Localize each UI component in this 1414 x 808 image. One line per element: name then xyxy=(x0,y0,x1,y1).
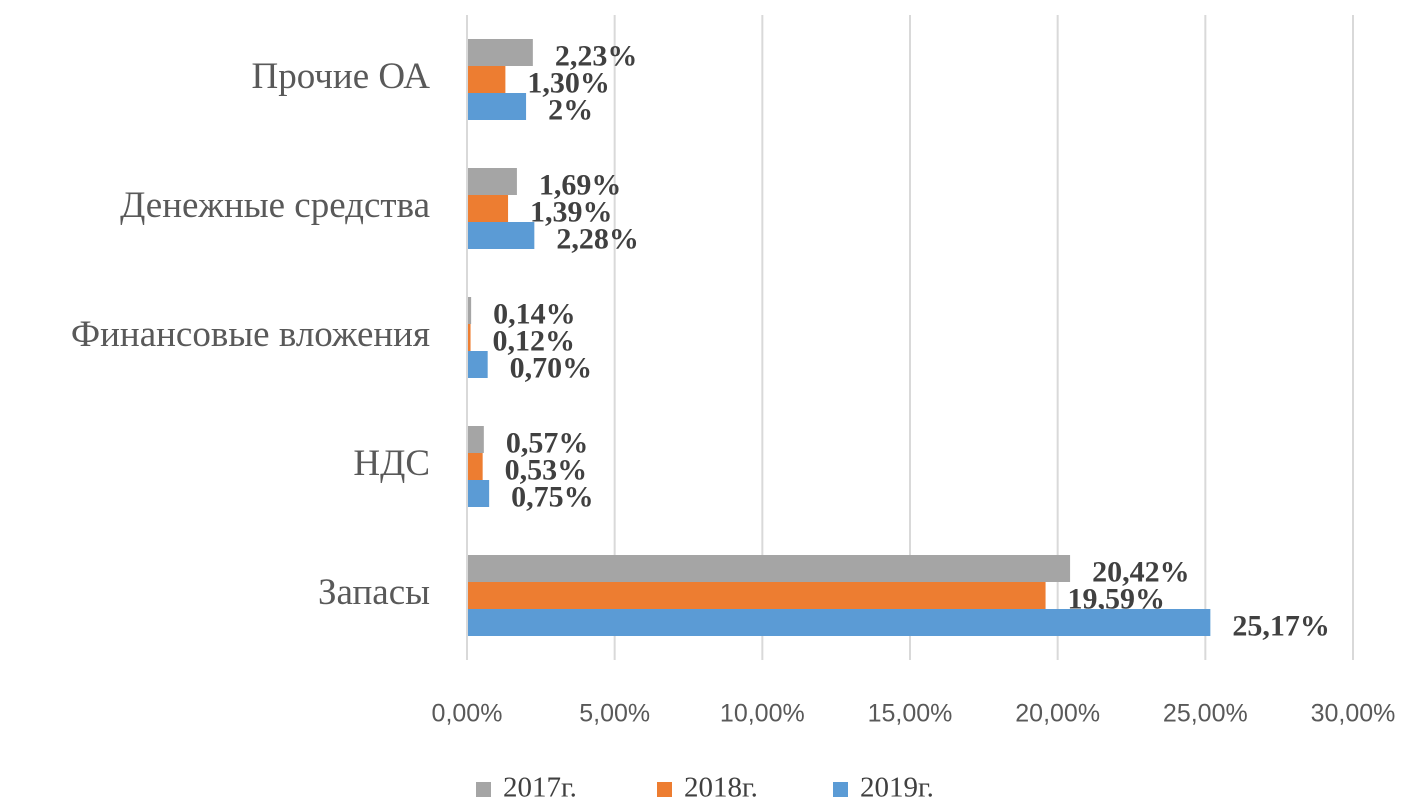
bar xyxy=(467,453,483,480)
y-tick-label: Запасы xyxy=(318,572,430,613)
data-label: 2% xyxy=(548,93,593,126)
x-tick-label: 5,00% xyxy=(579,700,650,728)
data-label: 1,69% xyxy=(539,168,622,201)
bar xyxy=(467,168,517,195)
legend-label: 2018г. xyxy=(684,772,758,804)
x-tick-label: 20,00% xyxy=(1015,700,1100,728)
bar xyxy=(467,195,509,222)
data-label: 2,28% xyxy=(556,222,639,255)
data-label: 0,75% xyxy=(511,480,594,513)
x-tick-label: 0,00% xyxy=(432,700,503,728)
data-label: 0,14% xyxy=(493,297,575,330)
bar xyxy=(467,297,472,324)
x-tick-label: 30,00% xyxy=(1311,700,1396,728)
bar xyxy=(467,480,490,507)
legend-swatch xyxy=(657,782,672,797)
data-label: 20,42% xyxy=(1092,555,1190,588)
legend-label: 2017г. xyxy=(503,772,577,804)
data-label: 2,23% xyxy=(555,39,638,72)
legend-swatch xyxy=(476,782,491,797)
data-label: 1,30% xyxy=(527,66,610,99)
data-label: 0,57% xyxy=(506,426,588,459)
bar xyxy=(467,93,527,120)
x-tick-label: 10,00% xyxy=(720,700,805,728)
bar xyxy=(467,609,1211,636)
legend-swatch xyxy=(833,782,848,797)
data-label: 0,12% xyxy=(493,324,576,357)
x-tick-label: 25,00% xyxy=(1163,700,1248,728)
bar xyxy=(467,66,506,93)
data-label: 25,17% xyxy=(1232,609,1330,642)
y-tick-label: НДС xyxy=(353,443,430,484)
y-tick-label: Финансовые вложения xyxy=(71,314,430,355)
y-tick-label: Денежные средства xyxy=(120,185,430,226)
data-label: 0,70% xyxy=(510,351,593,384)
bar xyxy=(467,555,1071,582)
legend-label: 2019г. xyxy=(860,772,934,804)
y-tick-label: Прочие ОА xyxy=(252,56,431,97)
bar xyxy=(467,426,484,453)
data-label: 0,53% xyxy=(505,453,588,486)
bar xyxy=(467,39,533,66)
x-tick-label: 15,00% xyxy=(868,700,953,728)
bar xyxy=(467,351,488,378)
bar xyxy=(467,324,471,351)
bar xyxy=(467,222,535,249)
bar xyxy=(467,582,1046,609)
data-label: 1,39% xyxy=(530,195,613,228)
